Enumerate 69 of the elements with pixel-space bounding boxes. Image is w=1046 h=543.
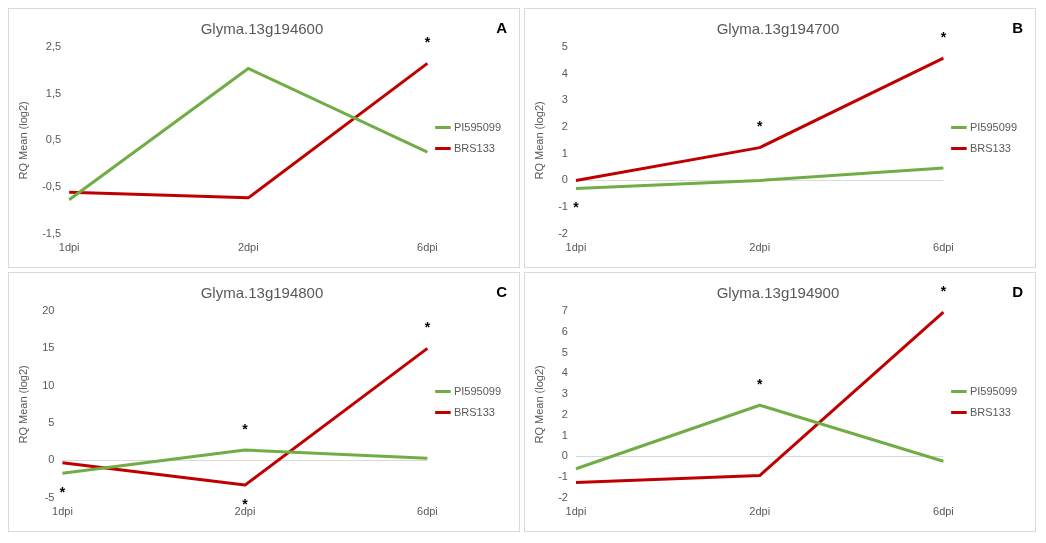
y-tick-label: 4	[561, 66, 568, 79]
annotation: *	[940, 283, 947, 300]
legend-label: PI595099	[453, 384, 502, 397]
chart-title: Glyma.13g194600	[200, 20, 324, 38]
legend-label: PI595099	[453, 120, 502, 133]
y-tick-label: 15	[42, 341, 55, 354]
legend-label: BRS133	[453, 405, 495, 418]
y-tick-label: -1,5	[42, 226, 62, 239]
y-axis-title: RQ Mean (log2)	[532, 365, 545, 444]
y-tick-label: 4	[561, 366, 568, 379]
x-tick-label: 1dpi	[565, 505, 587, 518]
annotation: *	[756, 118, 763, 135]
x-tick-label: 1dpi	[58, 241, 80, 254]
y-tick-label: 1	[561, 146, 568, 159]
legend-label: PI595099	[969, 384, 1018, 397]
chart-title: Glyma.13g194800	[200, 284, 324, 302]
y-axis-title: RQ Mean (log2)	[16, 101, 29, 180]
y-tick-label: 6	[561, 324, 568, 337]
annotation: *	[424, 319, 431, 336]
y-tick-label: 0	[48, 453, 55, 466]
y-tick-label: 2	[561, 120, 568, 133]
y-axis-title: RQ Mean (log2)	[16, 365, 29, 444]
text: A	[496, 19, 507, 36]
y-tick-label: 10	[42, 378, 55, 391]
annotation: *	[59, 484, 66, 500]
y-tick-label: 0,5	[45, 133, 62, 146]
x-tick-label: 2dpi	[749, 241, 771, 254]
y-tick-label: -1	[558, 470, 568, 483]
chart-title: Glyma.13g194900	[716, 284, 840, 302]
y-tick-label: 3	[561, 387, 568, 400]
legend-label: PI595099	[969, 120, 1018, 133]
legend-label: BRS133	[453, 141, 495, 154]
text: B	[1012, 19, 1023, 36]
legend-label: BRS133	[969, 141, 1011, 154]
y-tick-label: -2	[558, 490, 568, 503]
y-tick-label: 0	[561, 173, 568, 186]
y-axis-title: RQ Mean (log2)	[532, 101, 545, 180]
legend-label: BRS133	[969, 405, 1011, 418]
y-tick-label: 5	[48, 416, 55, 429]
y-tick-label: 0	[561, 449, 568, 462]
x-tick-label: 1dpi	[52, 505, 73, 518]
y-tick-label: 1,5	[45, 86, 62, 99]
text: C	[496, 283, 507, 300]
text: D	[1012, 283, 1023, 300]
y-tick-label: 3	[561, 93, 568, 106]
annotation: *	[242, 420, 249, 437]
y-tick-label: 2,5	[45, 40, 62, 53]
y-tick-label: -2	[558, 226, 568, 239]
y-tick-label: 7	[561, 304, 568, 317]
annotation: *	[424, 34, 431, 51]
y-tick-label: 20	[42, 304, 55, 317]
x-tick-label: 6dpi	[933, 505, 954, 518]
x-tick-label: 6dpi	[933, 241, 954, 254]
y-tick-label: -1	[558, 200, 568, 213]
x-tick-label: 1dpi	[565, 241, 587, 254]
x-tick-label: 2dpi	[237, 241, 259, 254]
chart-title: Glyma.13g194700	[716, 20, 840, 38]
y-tick-label: -5	[44, 490, 55, 503]
y-tick-label: 5	[561, 40, 568, 53]
annotation: *	[756, 376, 763, 393]
x-tick-label: 6dpi	[417, 505, 438, 518]
annotation: *	[940, 29, 947, 46]
annotation: *	[573, 199, 580, 216]
y-tick-label: 5	[561, 345, 568, 358]
x-tick-label: 6dpi	[417, 241, 438, 254]
y-tick-label: -0,5	[42, 180, 62, 193]
y-tick-label: 1	[561, 428, 568, 441]
y-tick-label: 2	[561, 407, 568, 420]
x-tick-label: 2dpi	[749, 505, 771, 518]
